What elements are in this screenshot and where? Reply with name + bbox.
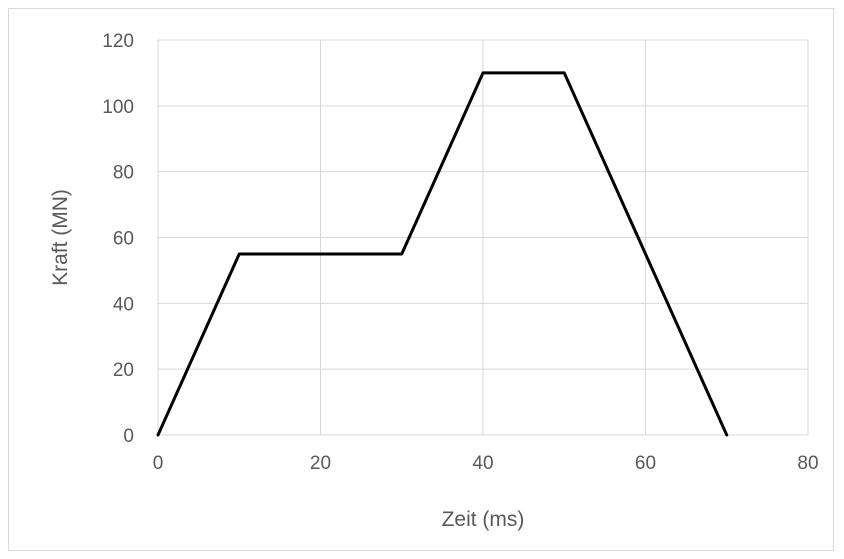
y-axis-title: Kraft (MN) (49, 189, 72, 286)
chart-frame (8, 8, 834, 551)
y-gridlines (158, 39, 808, 370)
x-tick-label: 20 (310, 453, 331, 474)
x-tick-label: 60 (635, 453, 656, 474)
y-tick-label: 20 (113, 360, 134, 381)
y-tick-label: 0 (123, 426, 134, 447)
x-tick-label: 0 (153, 453, 164, 474)
series-group (156, 71, 729, 437)
y-tick-labels: 0 20 40 60 80 100 120 (102, 31, 134, 447)
x-tick-label: 40 (472, 453, 493, 474)
y-tick-label: 40 (113, 294, 134, 315)
x-axis-title: Zeit (ms) (442, 508, 525, 531)
series-line-0 (156, 71, 729, 437)
y-tick-label: 100 (102, 97, 134, 118)
x-tick-label: 80 (797, 453, 818, 474)
y-tick-label: 120 (102, 31, 134, 52)
y-tick-label: 60 (113, 229, 134, 250)
x-tick-labels: 0 20 40 60 80 (153, 453, 819, 474)
y-tick-label: 80 (113, 163, 134, 184)
